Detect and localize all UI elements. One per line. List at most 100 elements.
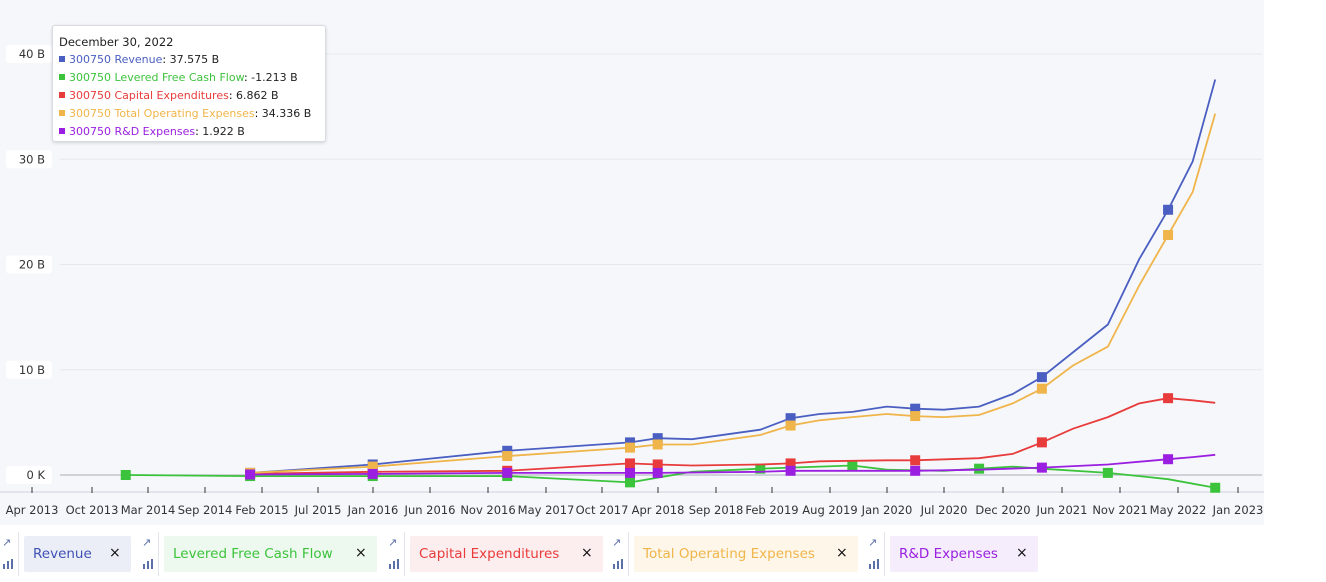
data-point	[974, 463, 985, 474]
opex-swatch-icon	[59, 110, 65, 116]
y-tick-label-bg	[6, 466, 52, 484]
data-point	[1163, 230, 1174, 241]
close-icon[interactable]: ×	[836, 545, 848, 561]
legend-chip-fcf[interactable]: Levered Free Cash Flow ×	[164, 536, 377, 572]
chart-tooltip: December 30, 2022 300750 Revenue: 37.575…	[52, 25, 326, 142]
close-icon[interactable]: ×	[1016, 545, 1028, 561]
series-line-0	[250, 79, 1217, 474]
legend-item-opex: ↗ Total Operating Expenses ×	[610, 532, 858, 576]
close-icon[interactable]: ×	[109, 545, 121, 561]
legend-item-revenue: ↗ Revenue ×	[0, 532, 131, 576]
legend-icon-group: ↗	[386, 532, 405, 576]
tooltip-label: 300750 Capital Expenditures	[69, 89, 229, 102]
y-tick-label: 10 B	[19, 363, 45, 377]
tooltip-value: 37.575 B	[169, 53, 220, 66]
data-point	[625, 437, 635, 448]
data-point	[625, 458, 635, 469]
rnd-swatch-icon	[59, 128, 65, 134]
data-point	[1210, 482, 1221, 493]
legend-chip-revenue[interactable]: Revenue ×	[24, 536, 131, 572]
legend-chip-rnd[interactable]: R&D Expenses ×	[890, 536, 1038, 572]
legend-icon-group: ↗	[0, 532, 19, 576]
x-tick-label: Mar 2014	[121, 503, 176, 517]
legend-icon-group: ↗	[610, 532, 629, 576]
legend-bar: ↗ Revenue × ↗ Levered Free Cash Flow × ↗…	[0, 532, 1264, 576]
legend-item-capex: ↗ Capital Expenditures ×	[386, 532, 603, 576]
x-tick-label: Feb 2019	[745, 503, 798, 517]
close-icon[interactable]: ×	[355, 545, 367, 561]
x-tick-label: Jul 2020	[920, 503, 968, 517]
close-icon[interactable]: ×	[581, 545, 593, 561]
x-tick-label: Jan 2016	[347, 503, 399, 517]
data-point	[502, 467, 513, 478]
series-line-1	[125, 464, 1216, 489]
data-point	[245, 469, 256, 480]
data-point	[625, 477, 635, 488]
data-point	[625, 442, 635, 453]
y-tick-label: 0 K	[26, 468, 45, 482]
legend-item-fcf: ↗ Levered Free Cash Flow ×	[140, 532, 377, 576]
data-point	[785, 420, 796, 431]
data-point	[1036, 462, 1047, 473]
legend-icon-group: ↗	[140, 532, 159, 576]
right-margin	[1264, 0, 1326, 582]
data-point	[1102, 467, 1113, 478]
legend-label: Levered Free Cash Flow	[173, 546, 333, 562]
tooltip-row-revenue: 300750 Revenue: 37.575 B	[59, 51, 325, 69]
x-tick-label: Apr 2018	[632, 503, 685, 517]
y-tick-label-bg	[6, 255, 52, 274]
tooltip-label: 300750 Total Operating Expenses	[69, 107, 255, 120]
data-point	[847, 460, 858, 471]
data-point	[910, 455, 921, 466]
tooltip-row-fcf: 300750 Levered Free Cash Flow: -1.213 B	[59, 69, 325, 87]
y-tick-label: 30 B	[19, 152, 45, 166]
data-point	[625, 467, 635, 478]
bar-chart-icon[interactable]	[143, 559, 154, 569]
data-point	[652, 439, 663, 450]
legend-chip-capex[interactable]: Capital Expenditures ×	[410, 536, 603, 572]
x-tick-label: May 2017	[518, 503, 575, 517]
tooltip-value: 34.336 B	[261, 107, 312, 120]
data-point	[1036, 437, 1047, 448]
trend-arrow-icon[interactable]: ↗	[388, 536, 398, 549]
x-tick-label: Apr 2013	[6, 503, 59, 517]
data-point	[502, 451, 513, 462]
legend-label: R&D Expenses	[899, 546, 998, 562]
fcf-swatch-icon	[59, 74, 65, 80]
data-point	[910, 411, 921, 422]
bar-chart-icon[interactable]	[3, 559, 14, 569]
bar-chart-icon[interactable]	[389, 559, 400, 569]
series-line-4	[250, 453, 1216, 476]
tooltip-row-rnd: 300750 R&D Expenses: 1.922 B	[59, 123, 325, 141]
trend-arrow-icon[interactable]: ↗	[868, 536, 878, 549]
data-point	[910, 403, 921, 414]
series-line-3	[250, 113, 1217, 474]
x-tick-label: Jan 2023	[1212, 503, 1264, 517]
legend-item-rnd: ↗ R&D Expenses ×	[866, 532, 1038, 576]
data-point	[785, 413, 796, 424]
bar-chart-icon[interactable]	[613, 559, 624, 569]
tooltip-row-capex: 300750 Capital Expenditures: 6.862 B	[59, 87, 325, 105]
bar-chart-icon[interactable]	[869, 559, 880, 569]
x-tick-label: Jun 2016	[404, 503, 456, 517]
trend-arrow-icon[interactable]: ↗	[142, 536, 152, 549]
data-point	[1163, 393, 1174, 404]
data-point	[652, 433, 663, 444]
legend-icon-group: ↗	[866, 532, 885, 576]
legend-label: Revenue	[33, 546, 92, 562]
trend-arrow-icon[interactable]: ↗	[612, 536, 622, 549]
x-tick-label: Dec 2020	[975, 503, 1030, 517]
x-tick-label: May 2022	[1150, 503, 1207, 517]
tooltip-label: 300750 R&D Expenses	[69, 125, 196, 138]
legend-label: Capital Expenditures	[419, 546, 560, 562]
tooltip-value: 6.862 B	[236, 89, 279, 102]
x-tick-label: Sep 2018	[689, 503, 744, 517]
data-point	[1163, 204, 1174, 215]
tooltip-date: December 30, 2022	[59, 35, 174, 49]
y-tick-label-bg	[6, 360, 52, 379]
tooltip-value: 1.922 B	[202, 125, 245, 138]
legend-chip-opex[interactable]: Total Operating Expenses ×	[634, 536, 858, 572]
data-point	[652, 459, 663, 470]
legend-label: Total Operating Expenses	[643, 546, 815, 562]
trend-arrow-icon[interactable]: ↗	[2, 536, 12, 549]
